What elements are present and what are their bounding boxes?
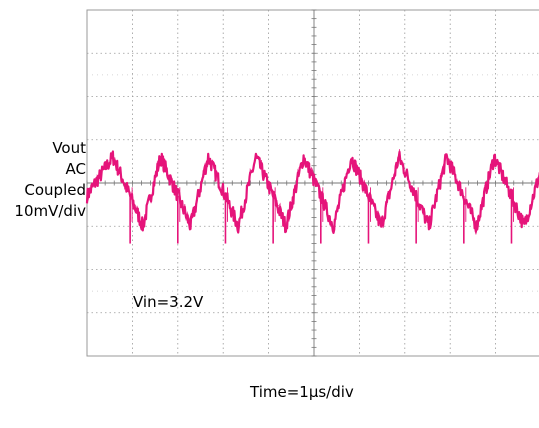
x-axis-label: Time=1µs/div: [250, 383, 354, 401]
y-axis-label: Vout AC Coupled 10mV/div: [0, 138, 86, 222]
y-label-line-4: 10mV/div: [14, 202, 86, 220]
y-label-line-2: AC: [65, 160, 86, 178]
grid: [86, 9, 539, 357]
y-label-line-1: Vout: [52, 139, 86, 157]
vin-annotation: Vin=3.2V: [133, 293, 204, 311]
trace-layer: [85, 149, 539, 244]
y-label-line-3: Coupled: [24, 181, 86, 199]
vout-trace-noise: [86, 149, 539, 235]
vout-trace: [85, 150, 539, 234]
